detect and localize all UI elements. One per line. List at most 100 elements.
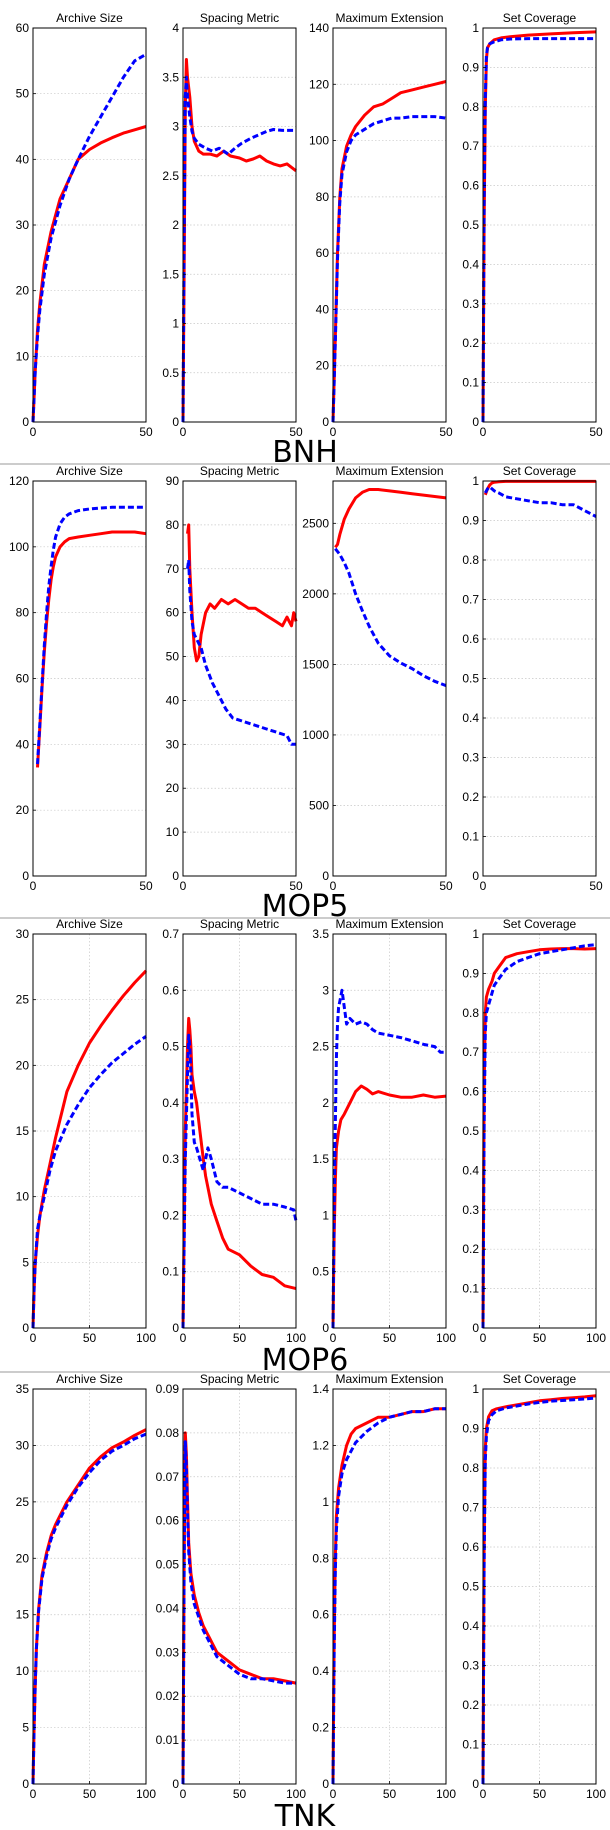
y-tick-label: 3.5: [162, 70, 179, 84]
y-tick-label: 0.03: [156, 1645, 180, 1659]
y-tick-label: 0.9: [462, 514, 479, 528]
series-line-dashed-blue: [481, 1396, 597, 1785]
y-tick-label: 2.5: [312, 1040, 329, 1054]
y-tick-label: 15: [16, 1608, 30, 1622]
series-line-solid-red: [483, 479, 596, 496]
y-tick-label: 0.7: [462, 1501, 479, 1515]
x-tick-label: 50: [233, 1787, 247, 1801]
y-tick-label: 0.4: [462, 711, 479, 725]
y-tick-label: 0.9: [462, 1422, 479, 1436]
panel-title: Maximum Extension: [335, 11, 443, 25]
plot-frame: [332, 480, 447, 877]
panel: 0 0.1 0.2 0.3 0.4 0.5 0.6 0.7 0 50 100 Spacing Metr…: [162, 917, 306, 1345]
panel-title: Set Coverage: [503, 11, 577, 25]
y-tick-label: 1: [472, 474, 479, 488]
panel-title: Archive Size: [56, 1372, 123, 1386]
y-tick-label: 20: [16, 1058, 30, 1072]
y-tick-label: 25: [16, 1495, 30, 1509]
y-tick-label: 0.6: [462, 1085, 479, 1099]
panel-title: Spacing Metric: [200, 1372, 279, 1386]
x-tick-label: 50: [139, 425, 153, 439]
y-tick-label: 0.5: [462, 1124, 479, 1138]
panel: 0 0.5 1 1.5 2 2.5 3 3.5 4 0 50 Spacing Metric: [162, 11, 303, 439]
y-tick-label: 0.01: [156, 1733, 180, 1747]
x-tick-label: 50: [383, 1331, 397, 1345]
panel-title: Set Coverage: [503, 1372, 577, 1386]
panel-title: Set Coverage: [503, 917, 577, 931]
y-tick-label: 0.3: [162, 1152, 179, 1166]
x-tick-label: 50: [83, 1787, 97, 1801]
panel: 0 500 1000 1500 2000 2500 0 50 Maximum Extension: [302, 464, 453, 893]
y-tick-label: 500: [309, 798, 329, 812]
series-line-dashed-blue: [481, 37, 596, 423]
y-tick-label: 30: [16, 927, 30, 941]
y-tick-label: 0.7: [462, 593, 479, 607]
y-tick-label: 40: [166, 693, 180, 707]
panel-title: Maximum Extension: [335, 1372, 443, 1386]
y-tick-label: 20: [16, 1551, 30, 1565]
y-tick-label: 0.4: [462, 257, 479, 271]
y-tick-label: 1.2: [312, 1438, 329, 1452]
y-tick-label: 0.4: [462, 1619, 479, 1633]
y-tick-label: 1: [172, 317, 179, 331]
x-tick-label: 0: [480, 1787, 487, 1801]
y-tick-label: 3: [172, 120, 179, 134]
y-tick-label: 0.8: [462, 1461, 479, 1475]
y-tick-label: 0.05: [156, 1558, 180, 1572]
y-tick-label: 0.2: [462, 790, 479, 804]
y-tick-label: 0: [322, 869, 329, 883]
series-line-dashed-blue: [186, 558, 296, 746]
series-line-solid-red: [331, 80, 447, 423]
panel: 0 20 40 60 80 100 120 0 50 Archive Size: [9, 464, 153, 893]
y-tick-label: 1000: [302, 728, 329, 742]
series-line-dashed-blue: [36, 505, 146, 765]
series-line-solid-red: [31, 969, 148, 1329]
y-tick-label: 70: [166, 562, 180, 576]
x-tick-label: 0: [180, 1331, 187, 1345]
y-tick-label: 1: [472, 927, 479, 941]
y-tick-label: 2: [322, 1096, 329, 1110]
y-tick-label: 120: [309, 77, 329, 91]
y-tick-label: 0: [322, 1321, 329, 1335]
panel-title: Spacing Metric: [200, 464, 279, 478]
series-line-dashed-blue: [181, 1033, 298, 1329]
y-tick-label: 0: [22, 415, 29, 429]
series-line-solid-red: [31, 125, 147, 423]
y-tick-label: 0.5: [312, 1265, 329, 1279]
panel: 0 0.1 0.2 0.3 0.4 0.5 0.6 0.7 0.8 0.9 1 0 50 Set Cove…: [462, 11, 603, 439]
y-tick-label: 80: [16, 606, 30, 620]
y-tick-label: 0: [172, 1321, 179, 1335]
panel: 0 5 10 15 20 25 30 35 0 50 100 Archive Size: [16, 1372, 157, 1801]
panel-title: Maximum Extension: [335, 464, 443, 478]
y-tick-label: 20: [16, 803, 30, 817]
y-tick-label: 0.5: [462, 1580, 479, 1594]
x-tick-label: 0: [180, 1787, 187, 1801]
y-tick-label: 0.1: [462, 1738, 479, 1752]
y-tick-label: 1: [322, 1208, 329, 1222]
plot-frame: [332, 27, 447, 423]
y-tick-label: 0.7: [162, 927, 179, 941]
y-tick-label: 0: [172, 1777, 179, 1791]
x-tick-label: 0: [330, 425, 337, 439]
y-tick-label: 50: [166, 650, 180, 664]
y-tick-label: 0.3: [462, 1659, 479, 1673]
panel: 0 0.5 1 1.5 2 2.5 3 3.5 0 50 100 Maximum Extension: [312, 917, 456, 1345]
x-tick-label: 100: [586, 1331, 606, 1345]
y-tick-label: 60: [16, 21, 30, 35]
y-tick-label: 0.3: [462, 1203, 479, 1217]
y-tick-label: 2500: [302, 516, 329, 530]
y-tick-label: 0.8: [462, 100, 479, 114]
series-line-solid-red: [181, 58, 297, 423]
panel-title: Archive Size: [56, 464, 123, 478]
x-tick-label: 0: [330, 1787, 337, 1801]
x-tick-label: 0: [330, 879, 337, 893]
y-tick-label: 0.8: [462, 1006, 479, 1020]
x-tick-label: 0: [30, 879, 37, 893]
y-tick-label: 0: [322, 1777, 329, 1791]
y-tick-label: 1: [322, 1495, 329, 1509]
y-tick-label: 3: [322, 983, 329, 997]
x-tick-label: 100: [586, 1787, 606, 1801]
